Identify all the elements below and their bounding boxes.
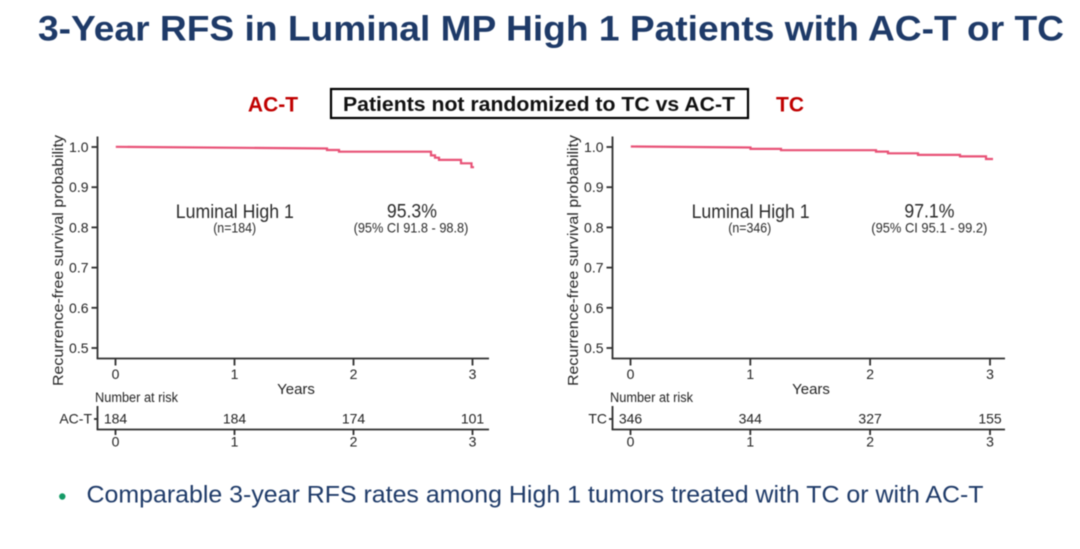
svg-text:101: 101 [461,411,485,427]
svg-text:2: 2 [866,434,874,450]
svg-text:(n=346): (n=346) [728,220,771,236]
svg-text:0.6: 0.6 [69,300,89,316]
svg-text:0.8: 0.8 [584,219,604,235]
svg-text:0.5: 0.5 [584,340,604,356]
svg-text:0.9: 0.9 [69,179,89,195]
svg-text:1.0: 1.0 [69,139,89,155]
svg-text:Years: Years [792,381,830,398]
svg-text:0.8: 0.8 [69,219,89,235]
svg-text:1: 1 [746,434,754,450]
svg-text:0.7: 0.7 [584,260,604,276]
svg-text:Patients not randomized to TC: Patients not randomized to TC vs AC-T [343,94,735,116]
svg-text:0: 0 [112,366,120,382]
svg-text:0.6: 0.6 [584,300,604,316]
svg-text:Comparable 3-year RFS rates am: Comparable 3-year RFS rates among High 1… [87,482,984,509]
svg-text:Number at risk: Number at risk [610,390,693,405]
svg-text:Recurrence-free survival proba: Recurrence-free survival probability [565,134,582,386]
svg-text:AC-T: AC-T [59,411,92,427]
svg-text:TC: TC [588,411,607,427]
svg-text:0: 0 [627,434,635,450]
svg-text:327: 327 [858,411,882,427]
svg-text:(95% CI 91.8 - 98.8): (95% CI 91.8 - 98.8) [354,220,469,236]
svg-text:1.0: 1.0 [584,139,604,155]
svg-text:3-Year RFS in Luminal MP High: 3-Year RFS in Luminal MP High 1 Patients… [38,10,1064,49]
svg-text:3: 3 [986,366,994,382]
svg-text:3: 3 [986,434,994,450]
svg-text:1: 1 [231,366,239,382]
svg-text:Recurrence-free survival proba: Recurrence-free survival probability [50,134,67,386]
svg-text:346: 346 [619,411,643,427]
svg-text:95.3%: 95.3% [387,202,437,223]
svg-text:(95% CI 95.1 - 99.2): (95% CI 95.1 - 99.2) [871,220,987,236]
svg-text:0.9: 0.9 [584,179,604,195]
svg-text:97.1%: 97.1% [904,202,954,223]
svg-text:184: 184 [104,411,128,427]
svg-text:2: 2 [350,434,358,450]
svg-text:Years: Years [277,381,315,398]
svg-text:0.7: 0.7 [69,260,89,276]
svg-text:0.5: 0.5 [69,340,89,356]
svg-text:155: 155 [978,411,1002,427]
svg-text:Number at risk: Number at risk [95,390,178,405]
svg-text:Luminal High 1: Luminal High 1 [176,202,294,223]
svg-text:184: 184 [223,411,247,427]
svg-text:TC: TC [776,94,804,117]
svg-text:2: 2 [350,366,358,382]
svg-text:1: 1 [231,434,239,450]
svg-text:AC-T: AC-T [248,94,298,117]
svg-text:(n=184): (n=184) [213,220,256,236]
svg-text:0: 0 [627,366,635,382]
svg-text:1: 1 [746,366,754,382]
svg-text:344: 344 [739,411,763,427]
svg-text:3: 3 [469,434,477,450]
svg-text:0: 0 [112,434,120,450]
svg-text:Luminal High 1: Luminal High 1 [692,202,810,223]
svg-text:2: 2 [866,366,874,382]
svg-text:174: 174 [342,411,366,427]
svg-text:3: 3 [469,366,477,382]
